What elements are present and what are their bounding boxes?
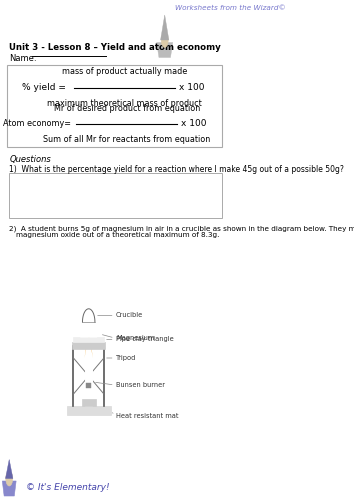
Text: mass of product actually made: mass of product actually made <box>62 68 187 76</box>
Polygon shape <box>6 460 13 478</box>
Text: maximum theoretical mass of product: maximum theoretical mass of product <box>47 98 202 108</box>
Bar <box>72 342 105 349</box>
Bar <box>67 406 111 415</box>
Polygon shape <box>2 481 16 496</box>
Text: Pipe clay triangle: Pipe clay triangle <box>116 336 173 342</box>
Text: 1)  What is the percentage yield for a reaction where I make 45g out of a possib: 1) What is the percentage yield for a re… <box>9 165 344 174</box>
Polygon shape <box>157 42 173 58</box>
Text: © It's Elementary!: © It's Elementary! <box>27 482 110 492</box>
Text: Atom economy=: Atom economy= <box>4 120 72 128</box>
Polygon shape <box>80 322 97 337</box>
Circle shape <box>6 471 13 486</box>
Bar <box>86 383 91 388</box>
Bar <box>74 337 104 342</box>
Text: Sum of all Mr for reactants from equation: Sum of all Mr for reactants from equatio… <box>43 135 210 144</box>
Text: Bunsen burner: Bunsen burner <box>116 382 165 388</box>
Text: % yield =: % yield = <box>22 83 69 92</box>
Text: Tripod: Tripod <box>116 355 136 361</box>
Circle shape <box>161 32 168 48</box>
FancyBboxPatch shape <box>9 172 222 218</box>
Text: Mr of desired product from equation: Mr of desired product from equation <box>53 104 200 113</box>
Polygon shape <box>85 334 93 358</box>
Text: 2)  A student burns 5g of magnesium in air in a crucible as shown in the diagram: 2) A student burns 5g of magnesium in ai… <box>9 225 354 232</box>
Text: Name:: Name: <box>9 54 37 63</box>
FancyBboxPatch shape <box>7 65 222 148</box>
Bar <box>85 358 92 406</box>
Polygon shape <box>82 309 95 322</box>
Text: x 100: x 100 <box>178 83 204 92</box>
Polygon shape <box>161 15 169 40</box>
Text: Unit 3 - Lesson 8 – Yield and atom economy: Unit 3 - Lesson 8 – Yield and atom econo… <box>9 42 221 51</box>
Text: Crucible: Crucible <box>116 312 143 318</box>
Text: Questions: Questions <box>9 155 51 164</box>
Text: x 100: x 100 <box>181 120 206 128</box>
Text: Worksheets from the Wizard©: Worksheets from the Wizard© <box>175 5 286 11</box>
Text: magnesium oxide out of a theoretical maximum of 8.3g.: magnesium oxide out of a theoretical max… <box>16 232 219 238</box>
Text: Magnesium: Magnesium <box>116 335 154 341</box>
Text: Heat resistant mat: Heat resistant mat <box>116 412 178 418</box>
Bar <box>82 399 96 406</box>
